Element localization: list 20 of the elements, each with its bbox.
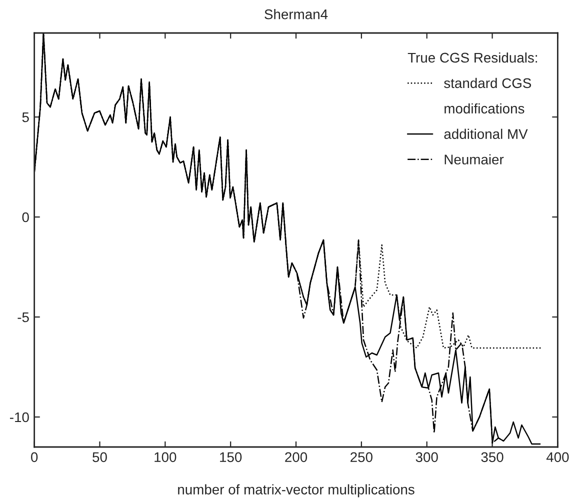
x-tick-label: 400 (546, 452, 569, 462)
y-tick-label: 0 (22, 212, 29, 222)
x-tick-label: 350 (481, 452, 504, 462)
legend-label: additional MV (444, 128, 528, 139)
chart-title: Sherman4 (264, 9, 328, 20)
x-tick-label: 50 (92, 452, 107, 462)
x-tick-label: 200 (285, 452, 308, 462)
x-tick-label: 250 (350, 452, 372, 462)
x-tick-label: 300 (416, 452, 438, 462)
x-tick-label: 100 (154, 452, 176, 462)
y-tick-label: 5 (22, 112, 29, 122)
x-tick-label: 0 (31, 452, 38, 462)
y-tick-label: -5 (18, 312, 29, 322)
legend-label: Neumaier (444, 154, 504, 164)
y-tick-label: -10 (10, 412, 29, 422)
legend-title: True CGS Residuals: (408, 52, 537, 63)
legend-label: standard CGS (444, 78, 532, 88)
annotation: modifications (444, 103, 524, 114)
x-tick-label: 150 (220, 452, 242, 462)
x-axis-title: number of matrix-vector multiplications (178, 484, 414, 498)
